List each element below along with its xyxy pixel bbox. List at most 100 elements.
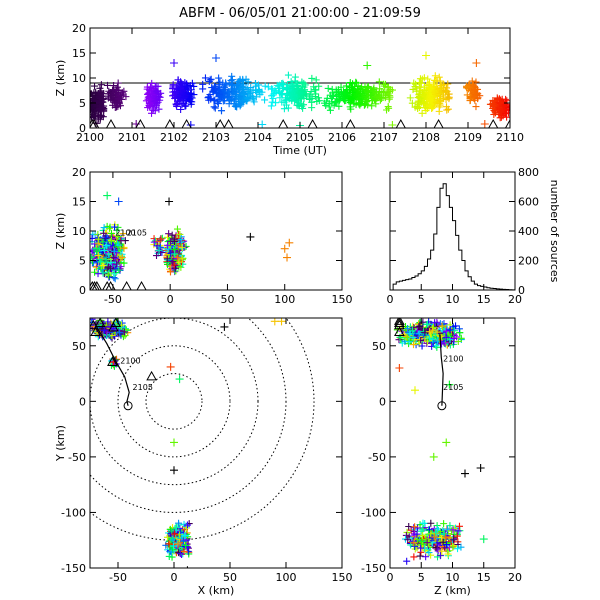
station-marker: [223, 118, 234, 128]
source-point: [415, 323, 423, 331]
time-annotation: 2100: [443, 354, 463, 363]
station-marker: [394, 319, 405, 330]
source-point: [454, 527, 462, 535]
source-point: [435, 73, 443, 81]
source-point: [503, 113, 510, 121]
source-point: [315, 94, 323, 102]
source-point: [442, 541, 450, 549]
source-point: [284, 86, 292, 94]
source-point: [471, 93, 479, 101]
source-point: [164, 241, 172, 249]
y-tick-label: 5: [79, 255, 86, 268]
source-point: [277, 89, 285, 97]
source-point: [426, 79, 434, 87]
source-point: [408, 327, 416, 335]
source-point: [272, 99, 280, 107]
source-point: [261, 96, 269, 104]
source-point: [188, 98, 196, 106]
source-point: [432, 538, 440, 546]
y-tick-label: -50: [68, 451, 86, 464]
time-height-plot-area: [90, 51, 510, 128]
station-marker: [90, 118, 100, 128]
source-point: [433, 328, 441, 336]
source-point: [437, 95, 445, 103]
source-point: [179, 537, 187, 545]
source-point: [385, 95, 393, 103]
source-point: [222, 81, 230, 89]
source-point: [441, 86, 449, 94]
source-point: [416, 552, 424, 560]
source-point: [100, 107, 108, 115]
source-point: [171, 264, 179, 272]
time-height-panel: 2100 2101 2102 2103 2104 2105 2106 2107 2108 2109…: [54, 22, 524, 157]
source-point: [427, 519, 435, 527]
source-point: [433, 96, 441, 104]
source-point: [162, 541, 170, 549]
source-point: [461, 469, 469, 478]
source-point: [311, 86, 319, 94]
source-point: [419, 318, 427, 326]
x-tick-label: 100: [274, 293, 295, 306]
source-point: [342, 91, 350, 99]
source-point: [307, 88, 315, 96]
y-tick-label: -150: [361, 562, 386, 575]
x-tick-label: 10: [446, 293, 460, 306]
source-point: [341, 90, 349, 98]
source-point: [166, 362, 175, 371]
source-point: [395, 364, 404, 372]
source-point: [423, 539, 431, 547]
x-tick-label: 2105: [286, 131, 314, 144]
station-marker: [91, 280, 102, 290]
source-point: [97, 87, 105, 95]
source-point: [454, 337, 462, 345]
source-point: [190, 82, 198, 90]
station-marker: [164, 118, 175, 128]
source-point: [206, 76, 214, 84]
source-point: [450, 334, 458, 342]
source-point: [91, 268, 99, 276]
range-ring: [145, 373, 203, 430]
source-point: [375, 93, 383, 101]
source-point: [250, 98, 258, 106]
x-tick-label: 10: [446, 571, 460, 584]
source-point: [122, 93, 130, 101]
time-annotation: 2105: [127, 229, 147, 238]
source-point: [100, 326, 108, 334]
source-point: [496, 98, 504, 106]
source-point: [90, 234, 96, 242]
source-point: [406, 94, 414, 102]
x-axis-label: Z (km): [434, 584, 471, 597]
source-point: [206, 91, 214, 99]
source-point: [312, 76, 320, 84]
source-point: [211, 104, 219, 112]
time-annotation: 2105: [133, 383, 153, 392]
source-point: [322, 102, 330, 110]
source-point: [429, 452, 438, 461]
y-tick-label: -100: [361, 506, 386, 519]
source-point: [172, 100, 180, 108]
source-point: [169, 542, 177, 550]
source-point: [258, 120, 267, 128]
source-point: [91, 240, 99, 248]
source-point: [165, 230, 173, 238]
source-point: [120, 245, 128, 253]
x-tick-label: -50: [104, 293, 122, 306]
source-point: [91, 96, 99, 104]
x-tick-label: 0: [171, 571, 178, 584]
source-point: [352, 78, 360, 86]
source-point: [117, 237, 125, 245]
source-point: [422, 535, 430, 543]
source-point: [280, 105, 288, 113]
source-point: [261, 82, 269, 90]
source-point: [190, 91, 198, 99]
source-point: [120, 259, 128, 267]
station-marker: [90, 319, 99, 330]
source-point: [410, 553, 418, 561]
source-point: [405, 522, 413, 530]
source-point: [111, 254, 119, 262]
y-axis-label: number of sources: [548, 180, 561, 283]
source-point: [490, 110, 498, 118]
source-point: [267, 102, 275, 110]
source-point: [110, 253, 118, 261]
